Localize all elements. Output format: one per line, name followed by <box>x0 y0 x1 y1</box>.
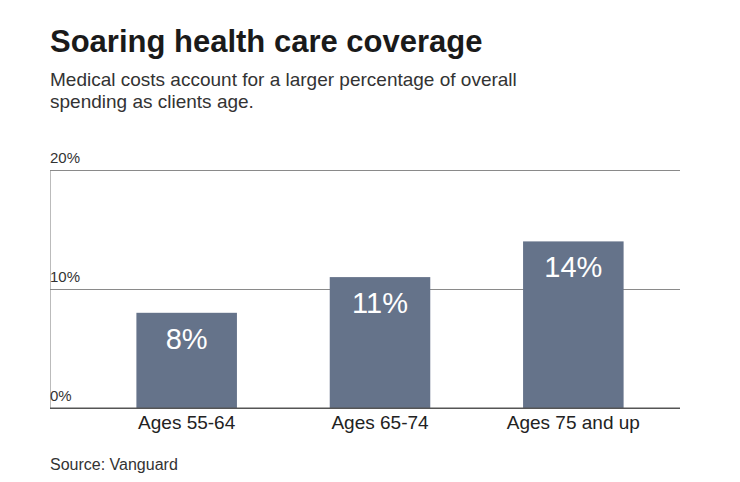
x-tick: Ages 55-64 <box>138 408 236 433</box>
chart-svg: Soaring health care coverage Medical cost… <box>0 0 740 482</box>
subtitle: Medical costs account for a larger perce… <box>50 69 517 112</box>
x-tick-label: Ages 65-74 <box>331 412 429 433</box>
y-tick-label: 20% <box>50 149 80 166</box>
grid-line <box>50 408 680 409</box>
y-axis: 0% 10% 20% <box>50 149 680 409</box>
chart-container: Soaring health care coverage Medical cost… <box>0 0 740 482</box>
x-axis: Ages 55-64 Ages 65-74 Ages 75 and up <box>91 408 671 433</box>
grid-line <box>50 170 680 171</box>
baseline <box>50 408 680 409</box>
x-tick-label: Ages 55-64 <box>138 412 236 433</box>
data-labels: 8% 11% 14% <box>166 251 603 354</box>
bar <box>136 313 237 408</box>
data-label: 14% <box>544 251 602 283</box>
title: Soaring health care coverage <box>50 24 482 59</box>
y-tick-label: 10% <box>50 268 80 285</box>
bar <box>523 241 624 408</box>
x-tick: Ages 65-74 <box>331 408 429 433</box>
y-tick-label: 0% <box>50 387 72 404</box>
data-label: 11% <box>352 287 408 319</box>
x-tick-label: Ages 75 and up <box>507 412 640 433</box>
y-tick: 20% <box>50 149 680 171</box>
bars <box>136 241 623 408</box>
x-tick: Ages 75 and up <box>507 408 640 433</box>
data-label: 8% <box>166 323 208 355</box>
bar <box>330 277 431 408</box>
x-axis-line <box>91 408 671 409</box>
source: Source: Vanguard <box>50 456 178 473</box>
